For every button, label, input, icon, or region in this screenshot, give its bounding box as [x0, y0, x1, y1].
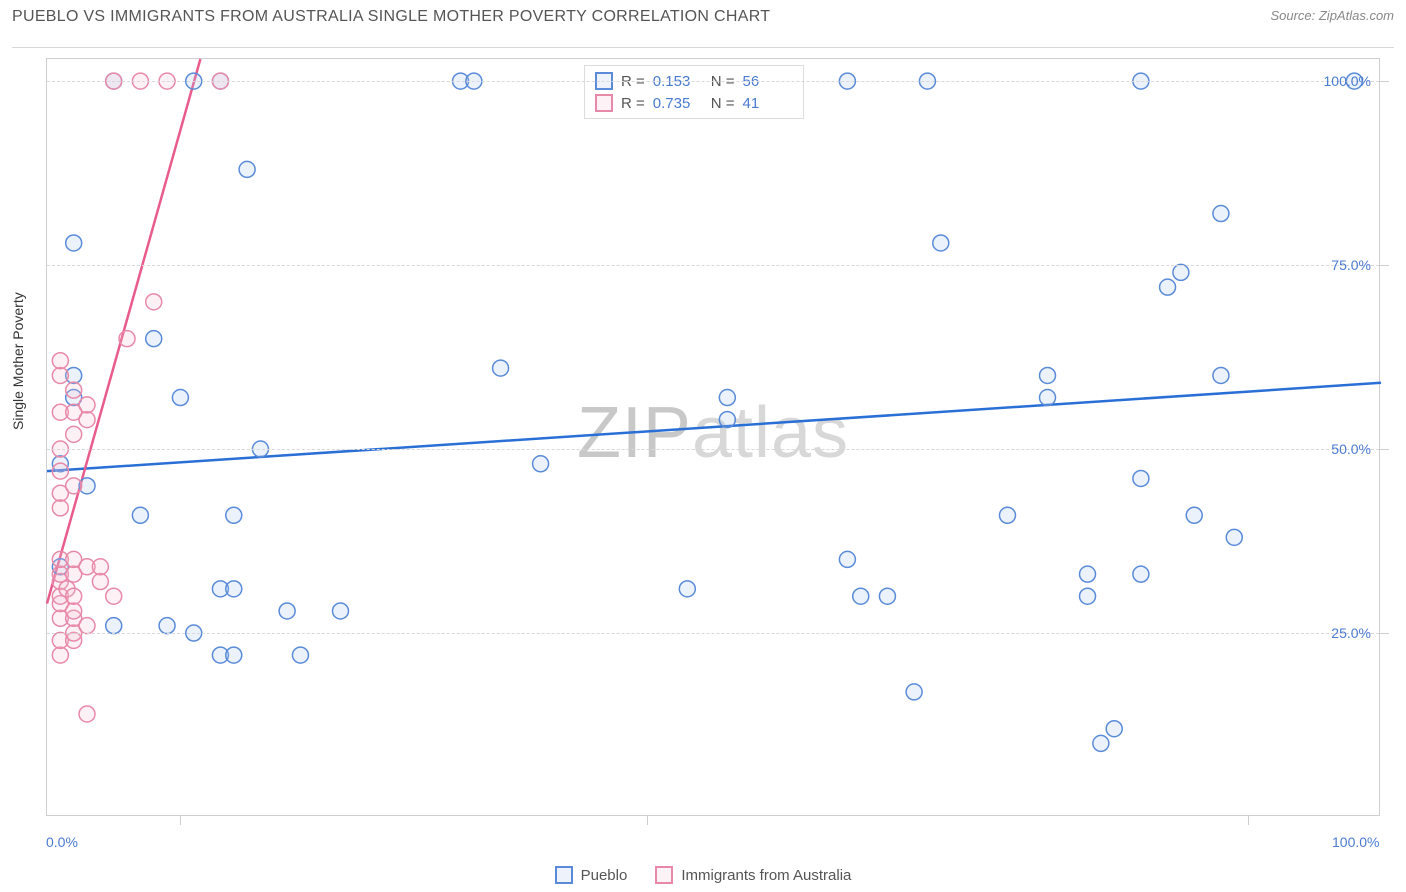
- data-point: [533, 456, 549, 472]
- legend-swatch: [555, 866, 573, 884]
- x-axis-max-label: 100.0%: [1332, 834, 1379, 850]
- data-point: [106, 618, 122, 634]
- data-point: [719, 412, 735, 428]
- legend-bottom-item: Pueblo: [555, 866, 628, 884]
- data-point: [1106, 721, 1122, 737]
- data-point: [119, 331, 135, 347]
- chart-header: PUEBLO VS IMMIGRANTS FROM AUSTRALIA SING…: [12, 8, 1394, 48]
- data-point: [132, 507, 148, 523]
- data-point: [52, 353, 68, 369]
- legend-bottom-item: Immigrants from Australia: [655, 866, 851, 884]
- grid-line: [47, 633, 1379, 634]
- y-tick-label: 100.0%: [1311, 73, 1371, 89]
- legend-r-label: R =: [621, 95, 645, 112]
- data-point: [66, 235, 82, 251]
- data-point: [66, 382, 82, 398]
- data-point: [52, 367, 68, 383]
- chart-title: PUEBLO VS IMMIGRANTS FROM AUSTRALIA SING…: [12, 8, 770, 26]
- data-point: [226, 507, 242, 523]
- data-point: [226, 581, 242, 597]
- data-point: [159, 618, 175, 634]
- data-point: [999, 507, 1015, 523]
- data-point: [106, 588, 122, 604]
- chart-plot-area: ZIPatlas R =0.153N =56R =0.735N =41 25.0…: [46, 58, 1380, 816]
- data-point: [52, 500, 68, 516]
- data-point: [79, 412, 95, 428]
- data-point: [292, 647, 308, 663]
- legend-swatch: [595, 94, 613, 112]
- x-tick-mark: [1248, 815, 1249, 825]
- data-point: [332, 603, 348, 619]
- x-tick-mark: [180, 815, 181, 825]
- y-tick-label: 75.0%: [1311, 257, 1371, 273]
- data-point: [1173, 264, 1189, 280]
- data-point: [1160, 279, 1176, 295]
- y-tick-mark: [1379, 81, 1389, 82]
- x-axis-min-label: 0.0%: [46, 834, 78, 850]
- grid-line: [47, 265, 1379, 266]
- data-point: [226, 647, 242, 663]
- data-point: [172, 390, 188, 406]
- data-point: [92, 574, 108, 590]
- data-point: [1133, 566, 1149, 582]
- data-point: [906, 684, 922, 700]
- legend-series-name: Pueblo: [581, 867, 628, 884]
- data-point: [66, 603, 82, 619]
- data-point: [1213, 206, 1229, 222]
- data-point: [1186, 507, 1202, 523]
- legend-swatch: [655, 866, 673, 884]
- data-point: [1226, 529, 1242, 545]
- data-point: [679, 581, 695, 597]
- data-point: [1213, 367, 1229, 383]
- data-point: [719, 390, 735, 406]
- data-point: [52, 647, 68, 663]
- grid-line: [47, 81, 1379, 82]
- data-point: [92, 559, 108, 575]
- legend-series-name: Immigrants from Australia: [681, 867, 851, 884]
- data-point: [52, 463, 68, 479]
- y-tick-label: 25.0%: [1311, 625, 1371, 641]
- data-point: [79, 397, 95, 413]
- data-point: [1080, 566, 1096, 582]
- data-point: [79, 706, 95, 722]
- grid-line: [47, 449, 1379, 450]
- data-point: [279, 603, 295, 619]
- correlation-legend: R =0.153N =56R =0.735N =41: [584, 65, 804, 119]
- x-tick-mark: [647, 815, 648, 825]
- data-point: [239, 161, 255, 177]
- y-tick-mark: [1379, 265, 1389, 266]
- scatter-svg: [47, 59, 1379, 815]
- data-point: [146, 294, 162, 310]
- data-point: [1040, 367, 1056, 383]
- data-point: [146, 331, 162, 347]
- series-legend: Pueblo Immigrants from Australia: [0, 866, 1406, 884]
- data-point: [879, 588, 895, 604]
- data-point: [1040, 390, 1056, 406]
- data-point: [66, 426, 82, 442]
- data-point: [66, 478, 82, 494]
- legend-top-row: R = 0.735 N = 41: [595, 94, 793, 112]
- legend-n-value: 41: [743, 95, 793, 112]
- data-point: [66, 588, 82, 604]
- data-point: [493, 360, 509, 376]
- data-point: [1080, 588, 1096, 604]
- data-point: [1133, 470, 1149, 486]
- data-point: [1093, 735, 1109, 751]
- y-tick-label: 50.0%: [1311, 441, 1371, 457]
- legend-n-label: N =: [711, 95, 735, 112]
- y-tick-mark: [1379, 449, 1389, 450]
- y-tick-mark: [1379, 633, 1389, 634]
- legend-r-value: 0.735: [653, 95, 703, 112]
- source-label: Source: ZipAtlas.com: [1270, 8, 1394, 23]
- trend-line: [47, 383, 1381, 471]
- data-point: [853, 588, 869, 604]
- data-point: [839, 551, 855, 567]
- y-axis-label: Single Mother Poverty: [10, 292, 26, 430]
- data-point: [79, 618, 95, 634]
- data-point: [933, 235, 949, 251]
